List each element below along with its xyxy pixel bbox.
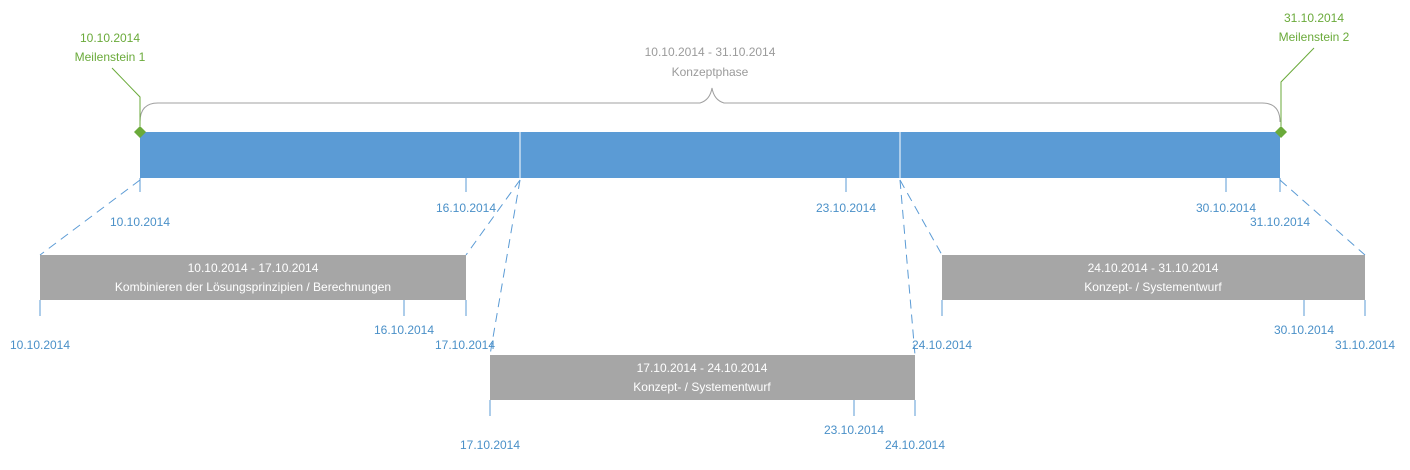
phase-range: 10.10.2014 - 31.10.2014 bbox=[645, 45, 776, 59]
main-timeline-bar bbox=[140, 132, 1280, 178]
milestone-2-leader bbox=[1280, 47, 1315, 126]
milestone-1-label: Meilenstein 1 bbox=[75, 50, 146, 64]
connector-task1-left bbox=[39, 179, 141, 256]
milestone-2-diamond bbox=[1275, 126, 1287, 138]
main-end-label: 31.10.2014 bbox=[1250, 215, 1310, 229]
task-2-tick-label: 23.10.2014 bbox=[824, 423, 884, 437]
main-start-label: 10.10.2014 bbox=[110, 215, 170, 229]
milestone-1-diamond bbox=[134, 126, 146, 138]
task-3-tick-label: 30.10.2014 bbox=[1274, 323, 1334, 337]
task-1-end-label: 17.10.2014 bbox=[435, 338, 495, 352]
task-3-bar bbox=[942, 255, 1365, 300]
task-3-range: 24.10.2014 - 31.10.2014 bbox=[1088, 261, 1219, 275]
connector-task3-left bbox=[899, 179, 943, 256]
task-2-start-label: 17.10.2014 bbox=[460, 438, 520, 452]
task-2-name: Konzept- / Systementwurf bbox=[633, 380, 771, 394]
connector-task3-right bbox=[1279, 179, 1366, 256]
connector-task1-right bbox=[465, 179, 521, 256]
task-2-end-label: 24.10.2014 bbox=[885, 438, 945, 452]
main-tick-label-23: 23.10.2014 bbox=[816, 201, 876, 215]
task-1-bar bbox=[40, 255, 466, 300]
phase-bracket bbox=[139, 87, 1281, 123]
task-1-start-label: 10.10.2014 bbox=[10, 338, 70, 352]
connectors bbox=[39, 179, 1366, 356]
phase-label: Konzeptphase bbox=[672, 65, 749, 79]
milestone-1-date: 10.10.2014 bbox=[80, 31, 140, 45]
main-tick-label-30: 30.10.2014 bbox=[1196, 201, 1256, 215]
main-tick-label-16: 16.10.2014 bbox=[436, 201, 496, 215]
task-2-bar bbox=[490, 355, 915, 400]
task-3-end-label: 31.10.2014 bbox=[1335, 338, 1395, 352]
milestone-1-leader bbox=[111, 67, 141, 126]
task-1-range: 10.10.2014 - 17.10.2014 bbox=[188, 261, 319, 275]
milestone-2-date: 31.10.2014 bbox=[1284, 11, 1344, 25]
task-3-name: Konzept- / Systementwurf bbox=[1084, 280, 1222, 294]
milestone-2-label: Meilenstein 2 bbox=[1279, 30, 1350, 44]
task-1-tick-label: 16.10.2014 bbox=[374, 323, 434, 337]
task-3-start-label: 24.10.2014 bbox=[912, 338, 972, 352]
task-1-name: Kombinieren der Lösungsprinzipien / Bere… bbox=[115, 280, 391, 294]
connector-task2-right bbox=[899, 179, 916, 356]
task-2-range: 17.10.2014 - 24.10.2014 bbox=[637, 361, 768, 375]
